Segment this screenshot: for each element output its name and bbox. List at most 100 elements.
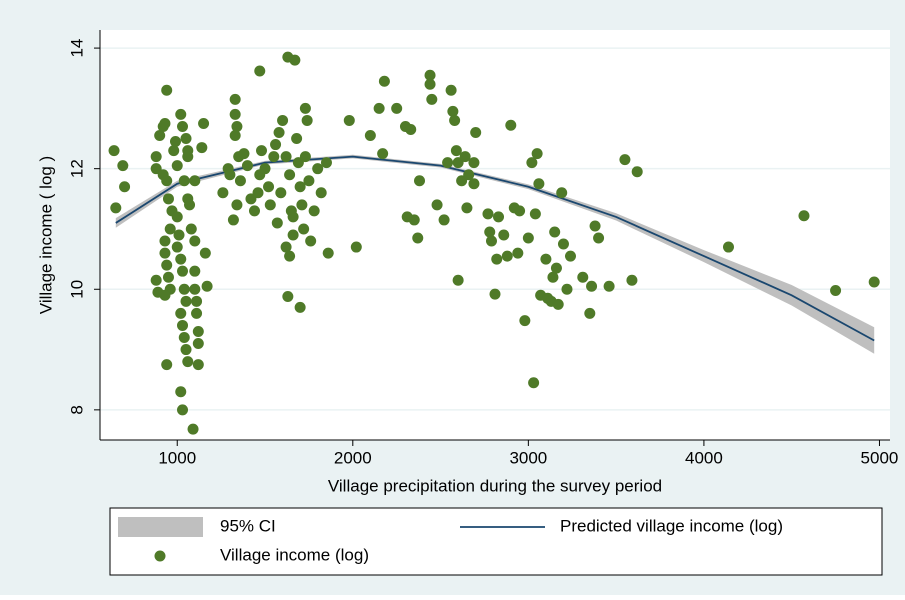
data-point bbox=[447, 105, 459, 117]
data-point bbox=[191, 295, 203, 307]
data-point bbox=[161, 84, 173, 96]
data-point bbox=[484, 226, 496, 238]
data-point bbox=[180, 133, 192, 145]
data-point bbox=[299, 102, 311, 114]
data-point bbox=[259, 163, 271, 175]
data-point bbox=[175, 307, 187, 319]
data-point bbox=[291, 133, 303, 145]
data-point bbox=[173, 229, 185, 241]
data-point bbox=[552, 298, 564, 310]
data-point bbox=[263, 181, 275, 193]
data-point bbox=[168, 145, 180, 157]
data-point bbox=[241, 160, 253, 172]
data-point bbox=[177, 120, 189, 132]
data-point bbox=[408, 214, 420, 226]
x-tick-label: 3000 bbox=[509, 448, 547, 467]
data-point bbox=[426, 93, 438, 105]
data-point bbox=[619, 154, 631, 166]
data-point bbox=[522, 232, 534, 244]
data-point bbox=[227, 214, 239, 226]
legend-box bbox=[109, 507, 883, 576]
data-point bbox=[489, 288, 501, 300]
data-point bbox=[161, 175, 173, 187]
data-point bbox=[264, 199, 276, 211]
data-point bbox=[557, 238, 569, 250]
data-point bbox=[378, 75, 390, 87]
data-point bbox=[192, 338, 204, 350]
data-point bbox=[722, 241, 734, 253]
data-point bbox=[289, 54, 301, 66]
data-point bbox=[238, 148, 250, 160]
data-point bbox=[271, 217, 283, 229]
data-point bbox=[256, 145, 268, 157]
data-point bbox=[493, 211, 505, 223]
data-point bbox=[150, 151, 162, 163]
data-point bbox=[505, 119, 517, 131]
legend-label: 95% CI bbox=[220, 516, 276, 535]
fit-line bbox=[115, 155, 875, 342]
data-point bbox=[191, 307, 203, 319]
data-point bbox=[305, 235, 317, 247]
data-point bbox=[177, 265, 189, 277]
data-point bbox=[452, 274, 464, 286]
data-point bbox=[830, 284, 842, 296]
data-point bbox=[322, 247, 334, 259]
data-point bbox=[540, 253, 552, 265]
data-point bbox=[178, 175, 190, 187]
data-point bbox=[303, 175, 315, 187]
data-point bbox=[868, 276, 880, 288]
data-point bbox=[470, 127, 482, 138]
x-tick-label: 4000 bbox=[685, 448, 723, 467]
data-point bbox=[299, 151, 311, 163]
data-point bbox=[463, 169, 475, 181]
data-point bbox=[631, 166, 643, 178]
data-point bbox=[589, 220, 601, 232]
data-point bbox=[177, 319, 189, 331]
data-point bbox=[180, 344, 192, 356]
data-point bbox=[519, 315, 531, 327]
legend-label: Village income (log) bbox=[220, 545, 369, 564]
data-point bbox=[201, 280, 213, 292]
data-point bbox=[229, 108, 241, 120]
data-point bbox=[391, 102, 403, 114]
data-point bbox=[189, 283, 201, 295]
data-point bbox=[485, 235, 497, 247]
data-point bbox=[498, 229, 510, 241]
data-point bbox=[270, 139, 282, 151]
data-point bbox=[296, 199, 308, 211]
data-point bbox=[189, 235, 201, 247]
data-point bbox=[234, 175, 246, 187]
data-point bbox=[169, 136, 181, 148]
data-point bbox=[798, 210, 810, 222]
data-point bbox=[482, 208, 494, 220]
x-tick-label: 1000 bbox=[158, 448, 196, 467]
data-point bbox=[373, 102, 385, 114]
data-point bbox=[584, 307, 596, 319]
y-tick-label: 14 bbox=[67, 39, 86, 58]
data-point bbox=[189, 175, 201, 187]
data-point bbox=[459, 151, 471, 163]
legend-label: Predicted village income (log) bbox=[560, 516, 783, 535]
data-point bbox=[217, 187, 229, 199]
data-point bbox=[438, 214, 450, 226]
data-point bbox=[577, 271, 589, 283]
data-point bbox=[154, 130, 166, 142]
data-point bbox=[161, 359, 173, 371]
data-point bbox=[533, 178, 545, 190]
data-point bbox=[184, 199, 196, 211]
data-point bbox=[549, 226, 561, 238]
legend-swatch bbox=[118, 517, 203, 537]
legend-swatch bbox=[154, 550, 166, 562]
data-point bbox=[431, 199, 443, 211]
data-point bbox=[461, 202, 473, 214]
data-point bbox=[626, 274, 638, 286]
data-point bbox=[350, 241, 362, 253]
data-point bbox=[108, 145, 120, 157]
data-point bbox=[162, 271, 174, 283]
data-point bbox=[531, 148, 543, 160]
data-point bbox=[175, 108, 187, 120]
data-point bbox=[117, 160, 129, 172]
data-point bbox=[491, 253, 503, 265]
data-point bbox=[110, 202, 122, 214]
data-point bbox=[182, 356, 194, 368]
